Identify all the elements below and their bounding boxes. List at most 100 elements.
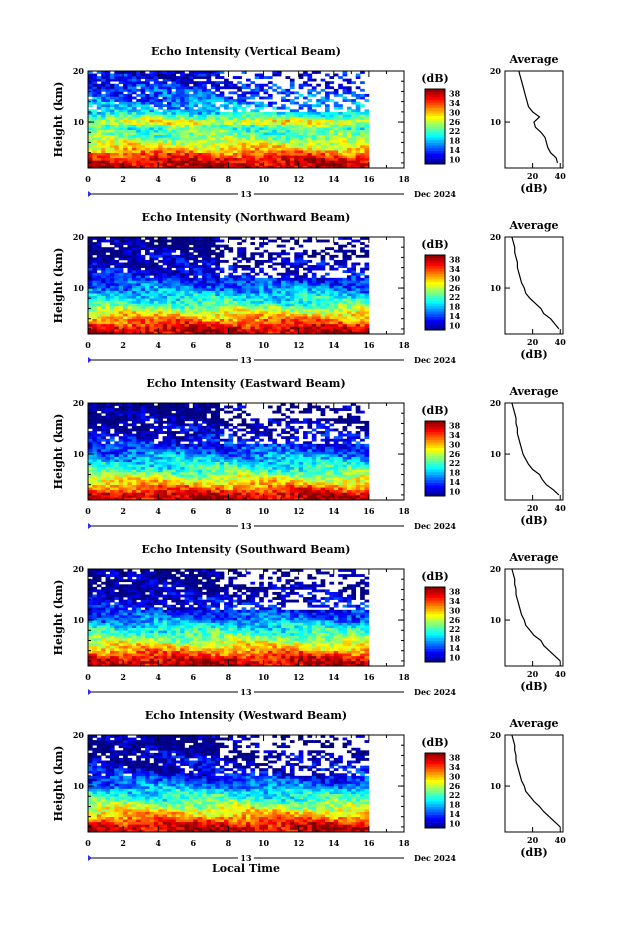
heatmap-cell: [136, 263, 141, 266]
heatmap-cell: [106, 324, 111, 327]
heatmap-cell: [189, 89, 194, 92]
heatmap-cell: [176, 155, 181, 158]
heatmap-cell: [92, 245, 97, 248]
heatmap-cell: [233, 286, 238, 289]
heatmap-cell: [242, 102, 247, 105]
heatmap-cell: [145, 109, 150, 112]
heatmap-cell: [250, 278, 255, 281]
heatmap-cell: [303, 102, 308, 105]
heatmap-cell: [114, 298, 119, 301]
heatmap-cell: [136, 252, 141, 255]
heatmap-cell: [132, 245, 137, 248]
heatmap-cell: [316, 308, 321, 311]
heatmap-cell: [119, 293, 124, 296]
heatmap-cell: [228, 485, 233, 488]
heatmap-cell: [114, 76, 119, 79]
heatmap-cell: [110, 298, 115, 301]
heatmap-cell: [106, 102, 111, 105]
heatmap-cell: [180, 97, 185, 100]
heatmap-cell: [290, 298, 295, 301]
heatmap-cell: [123, 76, 128, 79]
heatmap-cell: [101, 482, 106, 485]
heatmap-cell: [360, 314, 365, 317]
heatmap-cell: [220, 308, 225, 311]
heatmap-cell: [343, 260, 348, 263]
heatmap-cell: [163, 286, 168, 289]
heatmap-cell: [294, 301, 299, 304]
heatmap-cell: [149, 280, 154, 283]
heatmap-cell: [307, 160, 312, 163]
heatmap-cell: [167, 263, 172, 266]
heatmap-cell: [185, 142, 190, 145]
heatmap-cell: [145, 107, 150, 110]
heatmap-cell: [224, 99, 229, 102]
heatmap-cell: [193, 145, 198, 148]
heatmap-cell: [149, 303, 154, 306]
heatmap-cell: [351, 268, 356, 271]
heatmap-cell: [119, 97, 124, 100]
heatmap-cell: [228, 329, 233, 332]
heatmap-cell: [106, 492, 111, 495]
heatmap-cell: [316, 268, 321, 271]
heatmap-cell: [167, 130, 172, 133]
heatmap-cell: [171, 477, 176, 480]
heatmap-cell: [145, 260, 150, 263]
heatmap-cell: [141, 260, 146, 263]
heatmap-cell: [136, 142, 141, 145]
heatmap-cell: [141, 485, 146, 488]
heatmap-cell: [211, 137, 216, 140]
heatmap-cell: [250, 158, 255, 161]
heatmap-cell: [114, 107, 119, 110]
heatmap-cell: [198, 326, 203, 329]
heatmap-cell: [193, 89, 198, 92]
heatmap-cell: [242, 293, 247, 296]
heatmap-cell: [338, 311, 343, 314]
heatmap-cell: [149, 74, 154, 77]
heatmap-cell: [119, 316, 124, 319]
heatmap-cell: [215, 303, 220, 306]
heatmap-cell: [268, 280, 273, 283]
heatmap-cell: [193, 301, 198, 304]
heatmap-cell: [92, 296, 97, 299]
heatmap-cell: [106, 97, 111, 100]
heatmap-cell: [202, 490, 207, 493]
heatmap-cell: [329, 145, 334, 148]
heatmap-cell: [281, 324, 286, 327]
heatmap-cell: [334, 303, 339, 306]
average-x-tick-label: 40: [555, 171, 567, 181]
heatmap-cell: [286, 316, 291, 319]
heatmap-cell: [128, 321, 133, 324]
heatmap-cell: [193, 257, 198, 260]
heatmap-cell: [110, 250, 115, 253]
heatmap-cell: [202, 482, 207, 485]
heatmap-cell: [163, 137, 168, 140]
heatmap-cell: [180, 311, 185, 314]
heatmap-cell: [299, 158, 304, 161]
heatmap-cell: [316, 135, 321, 138]
heatmap-cell: [106, 286, 111, 289]
heatmap-cell: [92, 319, 97, 322]
heatmap-cell: [207, 324, 212, 327]
heatmap-cell: [277, 91, 282, 94]
heatmap-cell: [185, 482, 190, 485]
heatmap-cell: [193, 329, 198, 332]
heatmap-cell: [180, 242, 185, 245]
heatmap-cell: [334, 278, 339, 281]
heatmap-cell: [329, 135, 334, 138]
heatmap-cell: [299, 275, 304, 278]
heatmap-cell: [334, 495, 339, 498]
heatmap-cell: [88, 86, 93, 89]
heatmap-cell: [158, 293, 163, 296]
heatmap-cell: [281, 316, 286, 319]
heatmap-cell: [211, 485, 216, 488]
heatmap-cell: [220, 120, 225, 123]
heatmap-cell: [237, 155, 242, 158]
heatmap-cell: [92, 160, 97, 163]
heatmap-cell: [198, 135, 203, 138]
heatmap-cell: [228, 145, 233, 148]
heatmap-cell: [286, 89, 291, 92]
heatmap-cell: [237, 316, 242, 319]
heatmap-cell: [128, 79, 133, 82]
heatmap-cell: [145, 148, 150, 151]
heatmap-cell: [136, 275, 141, 278]
